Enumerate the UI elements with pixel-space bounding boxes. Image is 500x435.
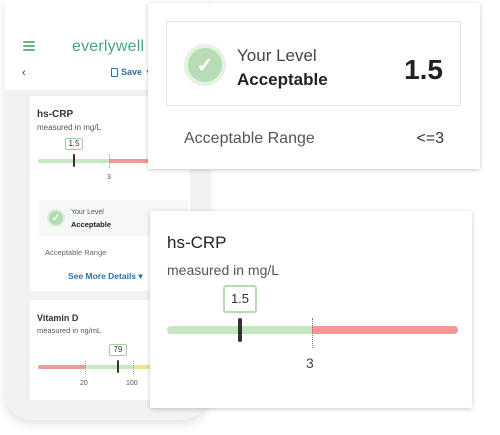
check-icon: ✓ <box>184 44 226 86</box>
hscrp-value-box: 1.5 <box>223 285 257 313</box>
level-label: Your Level <box>237 46 317 65</box>
phone-level-box: ✓ Your Level Acceptable <box>39 200 188 236</box>
phone-vitamin-d-value: 79 <box>109 344 127 356</box>
save-button[interactable]: Save ▼ <box>111 67 152 77</box>
your-level-box: ✓ Your Level Acceptable 1.5 <box>166 21 461 106</box>
hscrp-red-range <box>312 326 458 334</box>
see-more-details-link[interactable]: See More Details ▾ <box>68 271 143 281</box>
phone-vitamin-d-marker <box>117 360 119 373</box>
phone-level-value: Acceptable <box>71 220 112 229</box>
phone-hscrp-marker <box>73 154 75 167</box>
phone-hscrp-tick: 3 <box>107 174 111 181</box>
phone-hscrp-value: 1.5 <box>65 138 83 150</box>
hscrp-tick: 3 <box>306 355 314 371</box>
back-icon[interactable]: ‹ <box>22 67 26 79</box>
acceptable-range-value: <=3 <box>416 130 444 147</box>
brand-logo: everlywell <box>72 38 145 55</box>
document-icon <box>111 67 118 77</box>
phone-vitamin-d-line-low <box>85 361 86 374</box>
phone-vitamin-d-green-range <box>85 365 133 369</box>
hscrp-card: hs-CRP measured in mg/L 1.5 3 <box>150 211 472 408</box>
hscrp-title: hs-CRP <box>167 233 227 252</box>
phone-vitamin-d-tick-high: 100 <box>126 380 138 387</box>
phone-vitamin-d-unit: measured in ng/mL <box>37 326 102 335</box>
level-value: Acceptable <box>237 70 328 89</box>
phone-vitamin-d-red-range <box>38 365 85 369</box>
phone-hscrp-threshold-line <box>109 155 110 168</box>
hscrp-threshold-line <box>312 318 313 348</box>
phone-hscrp-unit: measured in mg/L <box>37 123 102 132</box>
check-icon: ✓ <box>47 209 65 227</box>
hscrp-marker <box>238 318 242 342</box>
phone-hscrp-title: hs-CRP <box>37 109 74 120</box>
phone-range-label: Acceptable Range <box>45 248 107 257</box>
phone-level-label: Your Level <box>71 209 104 216</box>
phone-vitamin-d-tick-low: 20 <box>80 380 88 387</box>
level-number: 1.5 <box>404 54 443 85</box>
acceptable-range-label: Acceptable Range <box>184 130 315 147</box>
hamburger-icon[interactable] <box>23 41 35 51</box>
save-label: Save <box>121 67 143 77</box>
phone-vitamin-d-line-high <box>133 361 134 374</box>
your-level-card: ✓ Your Level Acceptable 1.5 Acceptable R… <box>148 3 480 169</box>
phone-vitamin-d-title: Vitamin D <box>37 313 79 323</box>
hscrp-unit: measured in mg/L <box>167 262 280 278</box>
